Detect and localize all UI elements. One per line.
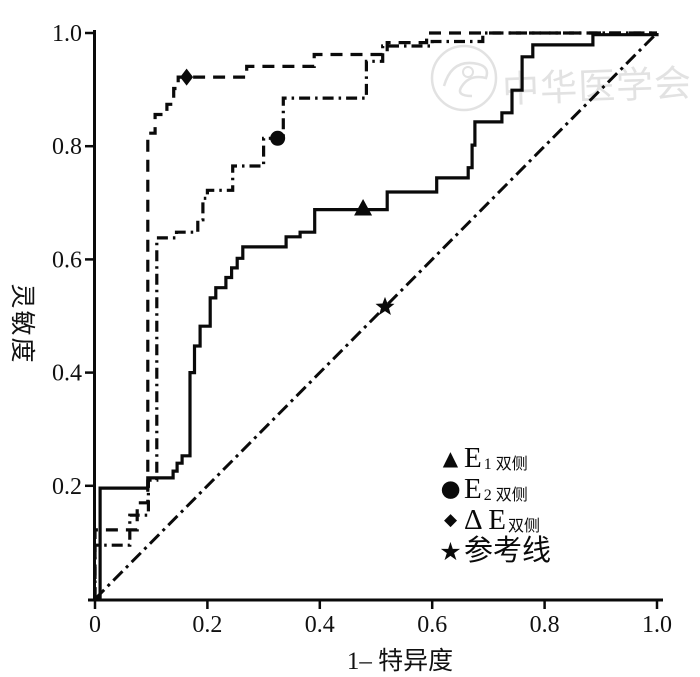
legend: ▲ E 1 双侧 ● E 2 双侧 ◆ Δ E 双侧 ★ 参考线	[437, 444, 553, 568]
y-tick-label: 1.0	[52, 21, 82, 47]
diamond-marker-icon	[180, 68, 194, 86]
y-tick-label: 0.2	[52, 474, 82, 500]
legend-label: Δ E	[464, 504, 507, 536]
star-marker-icon: ★	[439, 537, 462, 566]
triangle-marker-icon	[354, 198, 373, 216]
x-tick-label: 0	[89, 612, 101, 638]
roc-curve-4	[93, 31, 659, 601]
x-tick-label: 0.4	[305, 612, 335, 638]
watermark-seal-dot-icon	[462, 66, 474, 78]
roc-curve-1	[95, 33, 659, 601]
x-tick-label: 0.2	[192, 612, 222, 638]
x-tick-label: 1.0	[642, 612, 672, 638]
diamond-marker-icon: ◆	[443, 510, 458, 530]
y-tick-label: 0.4	[52, 361, 82, 387]
legend-label: E	[464, 442, 482, 474]
legend-item-delta-e: ◆ Δ E 双侧	[437, 506, 553, 537]
x-tick-label: 0.6	[417, 612, 447, 638]
y-tick-label: 0.8	[52, 134, 82, 160]
legend-label-subscript: 2 双侧	[483, 487, 528, 504]
legend-label-subscript: 1 双侧	[483, 456, 528, 473]
roc-curve-3	[93, 31, 657, 599]
circle-marker-icon: ●	[440, 476, 461, 502]
legend-label-subscript: 双侧	[508, 518, 541, 535]
star-marker-icon	[375, 296, 395, 315]
x-tick-label: 0.8	[530, 612, 560, 638]
x-axis-title: 1– 特异度	[346, 648, 454, 675]
legend-item-e1: ▲ E 1 双侧	[437, 444, 553, 475]
legend-label: 参考线	[464, 535, 552, 567]
watermark-seal-icon	[430, 44, 498, 112]
circle-marker-icon	[270, 130, 286, 146]
y-tick-label: 0.6	[52, 247, 82, 273]
triangle-marker-icon: ▲	[442, 446, 459, 470]
legend-label: E	[464, 473, 482, 505]
legend-item-e2: ● E 2 双侧	[437, 475, 553, 506]
y-axis-title: 灵敏度	[8, 283, 35, 365]
legend-item-reference-line: ★ 参考线	[437, 537, 553, 568]
watermark-seal-swirl-icon	[442, 61, 489, 98]
